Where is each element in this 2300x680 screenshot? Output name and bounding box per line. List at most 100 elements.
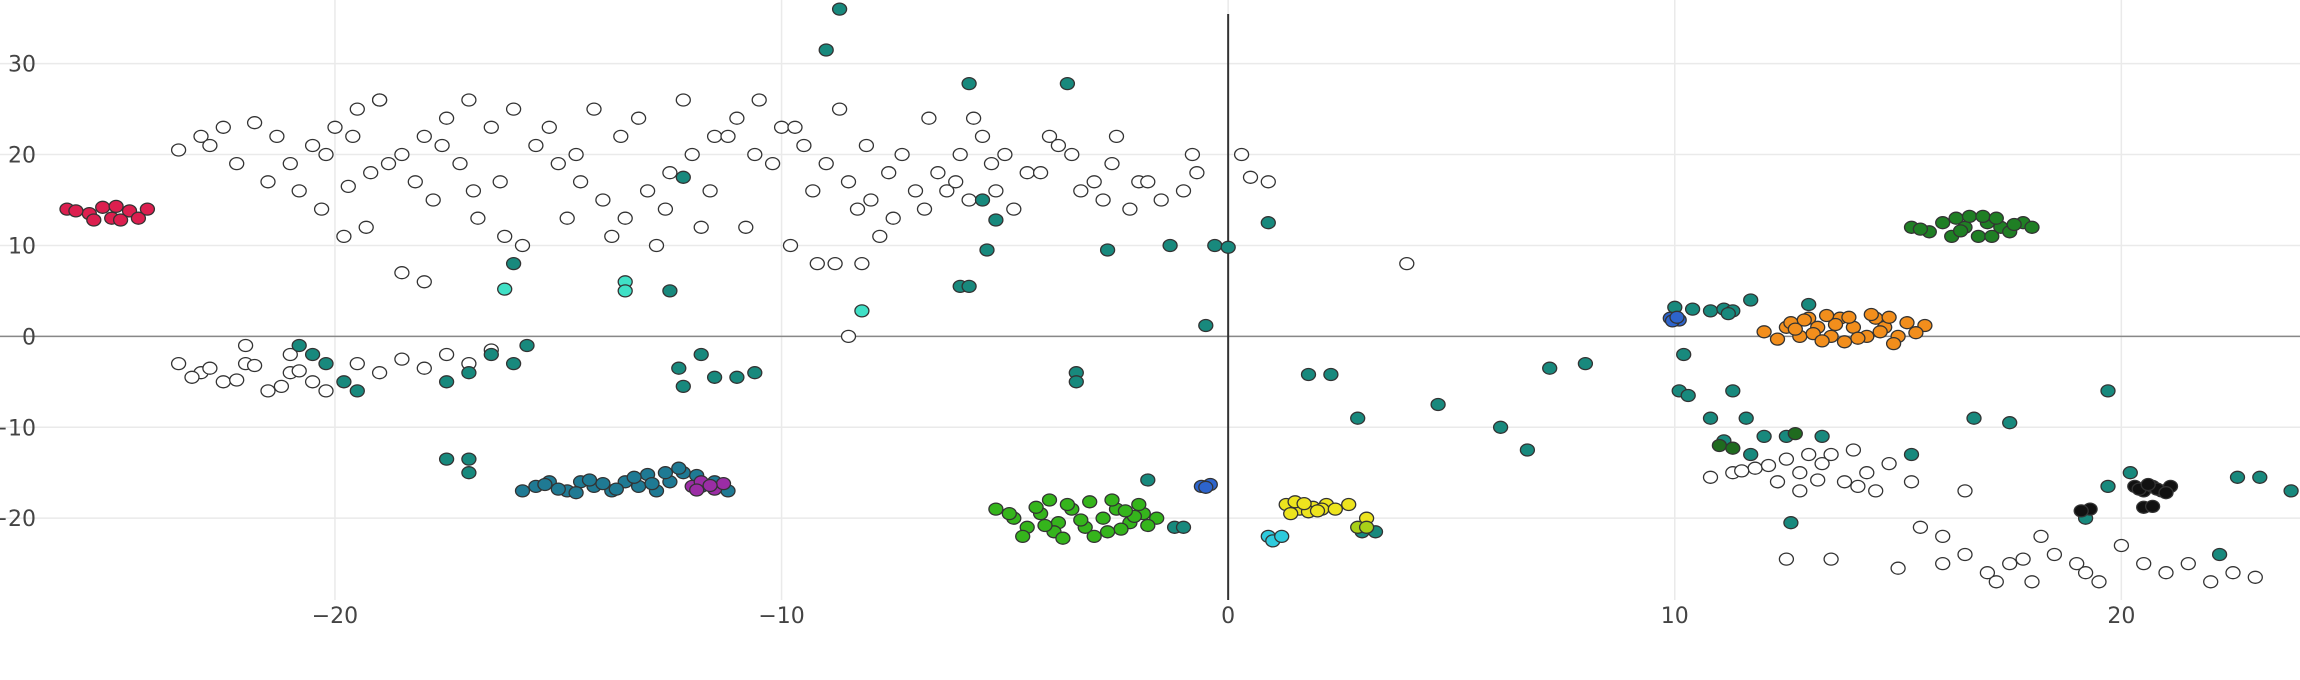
scatter-point [1037, 518, 1053, 533]
scatter-point [1868, 484, 1884, 498]
scatter-point [1327, 502, 1343, 516]
scatter-point [380, 156, 397, 171]
scatter-point [139, 202, 156, 216]
scatter-point [1734, 464, 1750, 478]
scatter-point [854, 256, 870, 271]
scatter-point [1908, 326, 1924, 340]
x-tick-label: 10 [1661, 604, 1689, 629]
scatter-point [1015, 529, 1031, 544]
scatter-point [363, 166, 379, 180]
scatter-point [1792, 484, 1808, 498]
scatter-point [1189, 166, 1205, 180]
scatter-point [1935, 556, 1951, 571]
point-series [1260, 529, 1290, 548]
scatter-point [483, 347, 499, 362]
scatter-point [2046, 547, 2063, 562]
scatter-point [394, 352, 410, 366]
scatter-point [1198, 318, 1214, 333]
data-points [59, 2, 2299, 589]
scatter-point [2144, 499, 2161, 514]
scatter-point [693, 220, 709, 234]
scatter-point [438, 375, 455, 389]
scatter-point [304, 138, 321, 153]
scatter-point [1175, 520, 1192, 534]
scatter-point [858, 138, 875, 153]
scatter-point [452, 156, 468, 171]
x-tick-label: 0 [1221, 604, 1235, 629]
scatter-point [2024, 220, 2040, 234]
scatter-point [327, 120, 343, 134]
scatter-point [1743, 293, 1759, 307]
scatter-point [215, 120, 231, 134]
scatter-point [291, 338, 307, 353]
scatter-point [1068, 375, 1084, 389]
scatter-point [371, 366, 388, 380]
scatter-point [1542, 361, 1558, 375]
scatter-point [831, 102, 848, 116]
scatter-point [336, 229, 352, 244]
scatter-point [595, 476, 611, 491]
scatter-point [1783, 516, 1799, 530]
scatter-point [2283, 484, 2299, 498]
scatter-point [1787, 426, 1803, 441]
scatter-point [1073, 184, 1089, 198]
scatter-point [617, 284, 633, 298]
scatter-point [1309, 504, 1326, 518]
scatter-point [1988, 575, 2004, 589]
scatter-point [988, 184, 1004, 198]
scatter-point [1845, 443, 1862, 457]
scatter-point [988, 213, 1004, 227]
scatter-point [2024, 575, 2040, 589]
y-tick-label: −10 [0, 416, 36, 441]
point-series [1193, 310, 1687, 494]
scatter-point [505, 256, 522, 271]
scatter-point [1283, 506, 1299, 521]
scatter-point [1430, 397, 1446, 412]
scatter-point [626, 470, 642, 484]
scatter-point [1184, 147, 1201, 162]
scatter-point [648, 238, 665, 253]
scatter-point [644, 476, 660, 491]
scatter-point [1669, 310, 1685, 324]
scatter-point [818, 156, 834, 171]
scatter-point [1350, 411, 1366, 425]
scatter-point [1935, 216, 1951, 230]
scatter-point [1153, 193, 1169, 207]
scatter-point [514, 238, 531, 253]
scatter-point [1059, 497, 1076, 512]
scatter-point [461, 466, 477, 480]
scatter-point [613, 129, 629, 144]
scatter-point [706, 370, 723, 384]
scatter-point [1801, 297, 1817, 312]
scatter-point [170, 356, 187, 371]
x-tick-label: −20 [312, 604, 358, 629]
scatter-point [1903, 475, 1920, 489]
scatter-point [1519, 443, 1536, 457]
scatter-point [961, 279, 977, 294]
scatter-point [2002, 556, 2018, 571]
scatter-point [1988, 211, 2004, 225]
point-series [1278, 495, 1375, 525]
scatter-point [854, 304, 870, 318]
scatter-point [568, 486, 584, 500]
scatter-point [1358, 520, 1375, 534]
scatter-point [1863, 307, 1879, 322]
scatter-point [86, 213, 102, 227]
scatter-point [465, 184, 482, 198]
scatter-point [1881, 456, 1897, 471]
scatter-point [1019, 166, 1035, 180]
scatter-point [1220, 240, 1236, 254]
scatter-point [1140, 473, 1156, 487]
scatter-point [1966, 411, 1982, 425]
scatter-point [1890, 561, 1906, 575]
scatter-point [416, 275, 432, 289]
scatter-point [1778, 552, 1795, 566]
scatter-point [894, 147, 910, 162]
scatter-point [260, 384, 276, 398]
scatter-point [416, 361, 432, 375]
scatter-point [349, 384, 365, 398]
scatter-point [675, 93, 691, 107]
scatter-point [1198, 480, 1214, 494]
scatter-point [1086, 175, 1102, 189]
